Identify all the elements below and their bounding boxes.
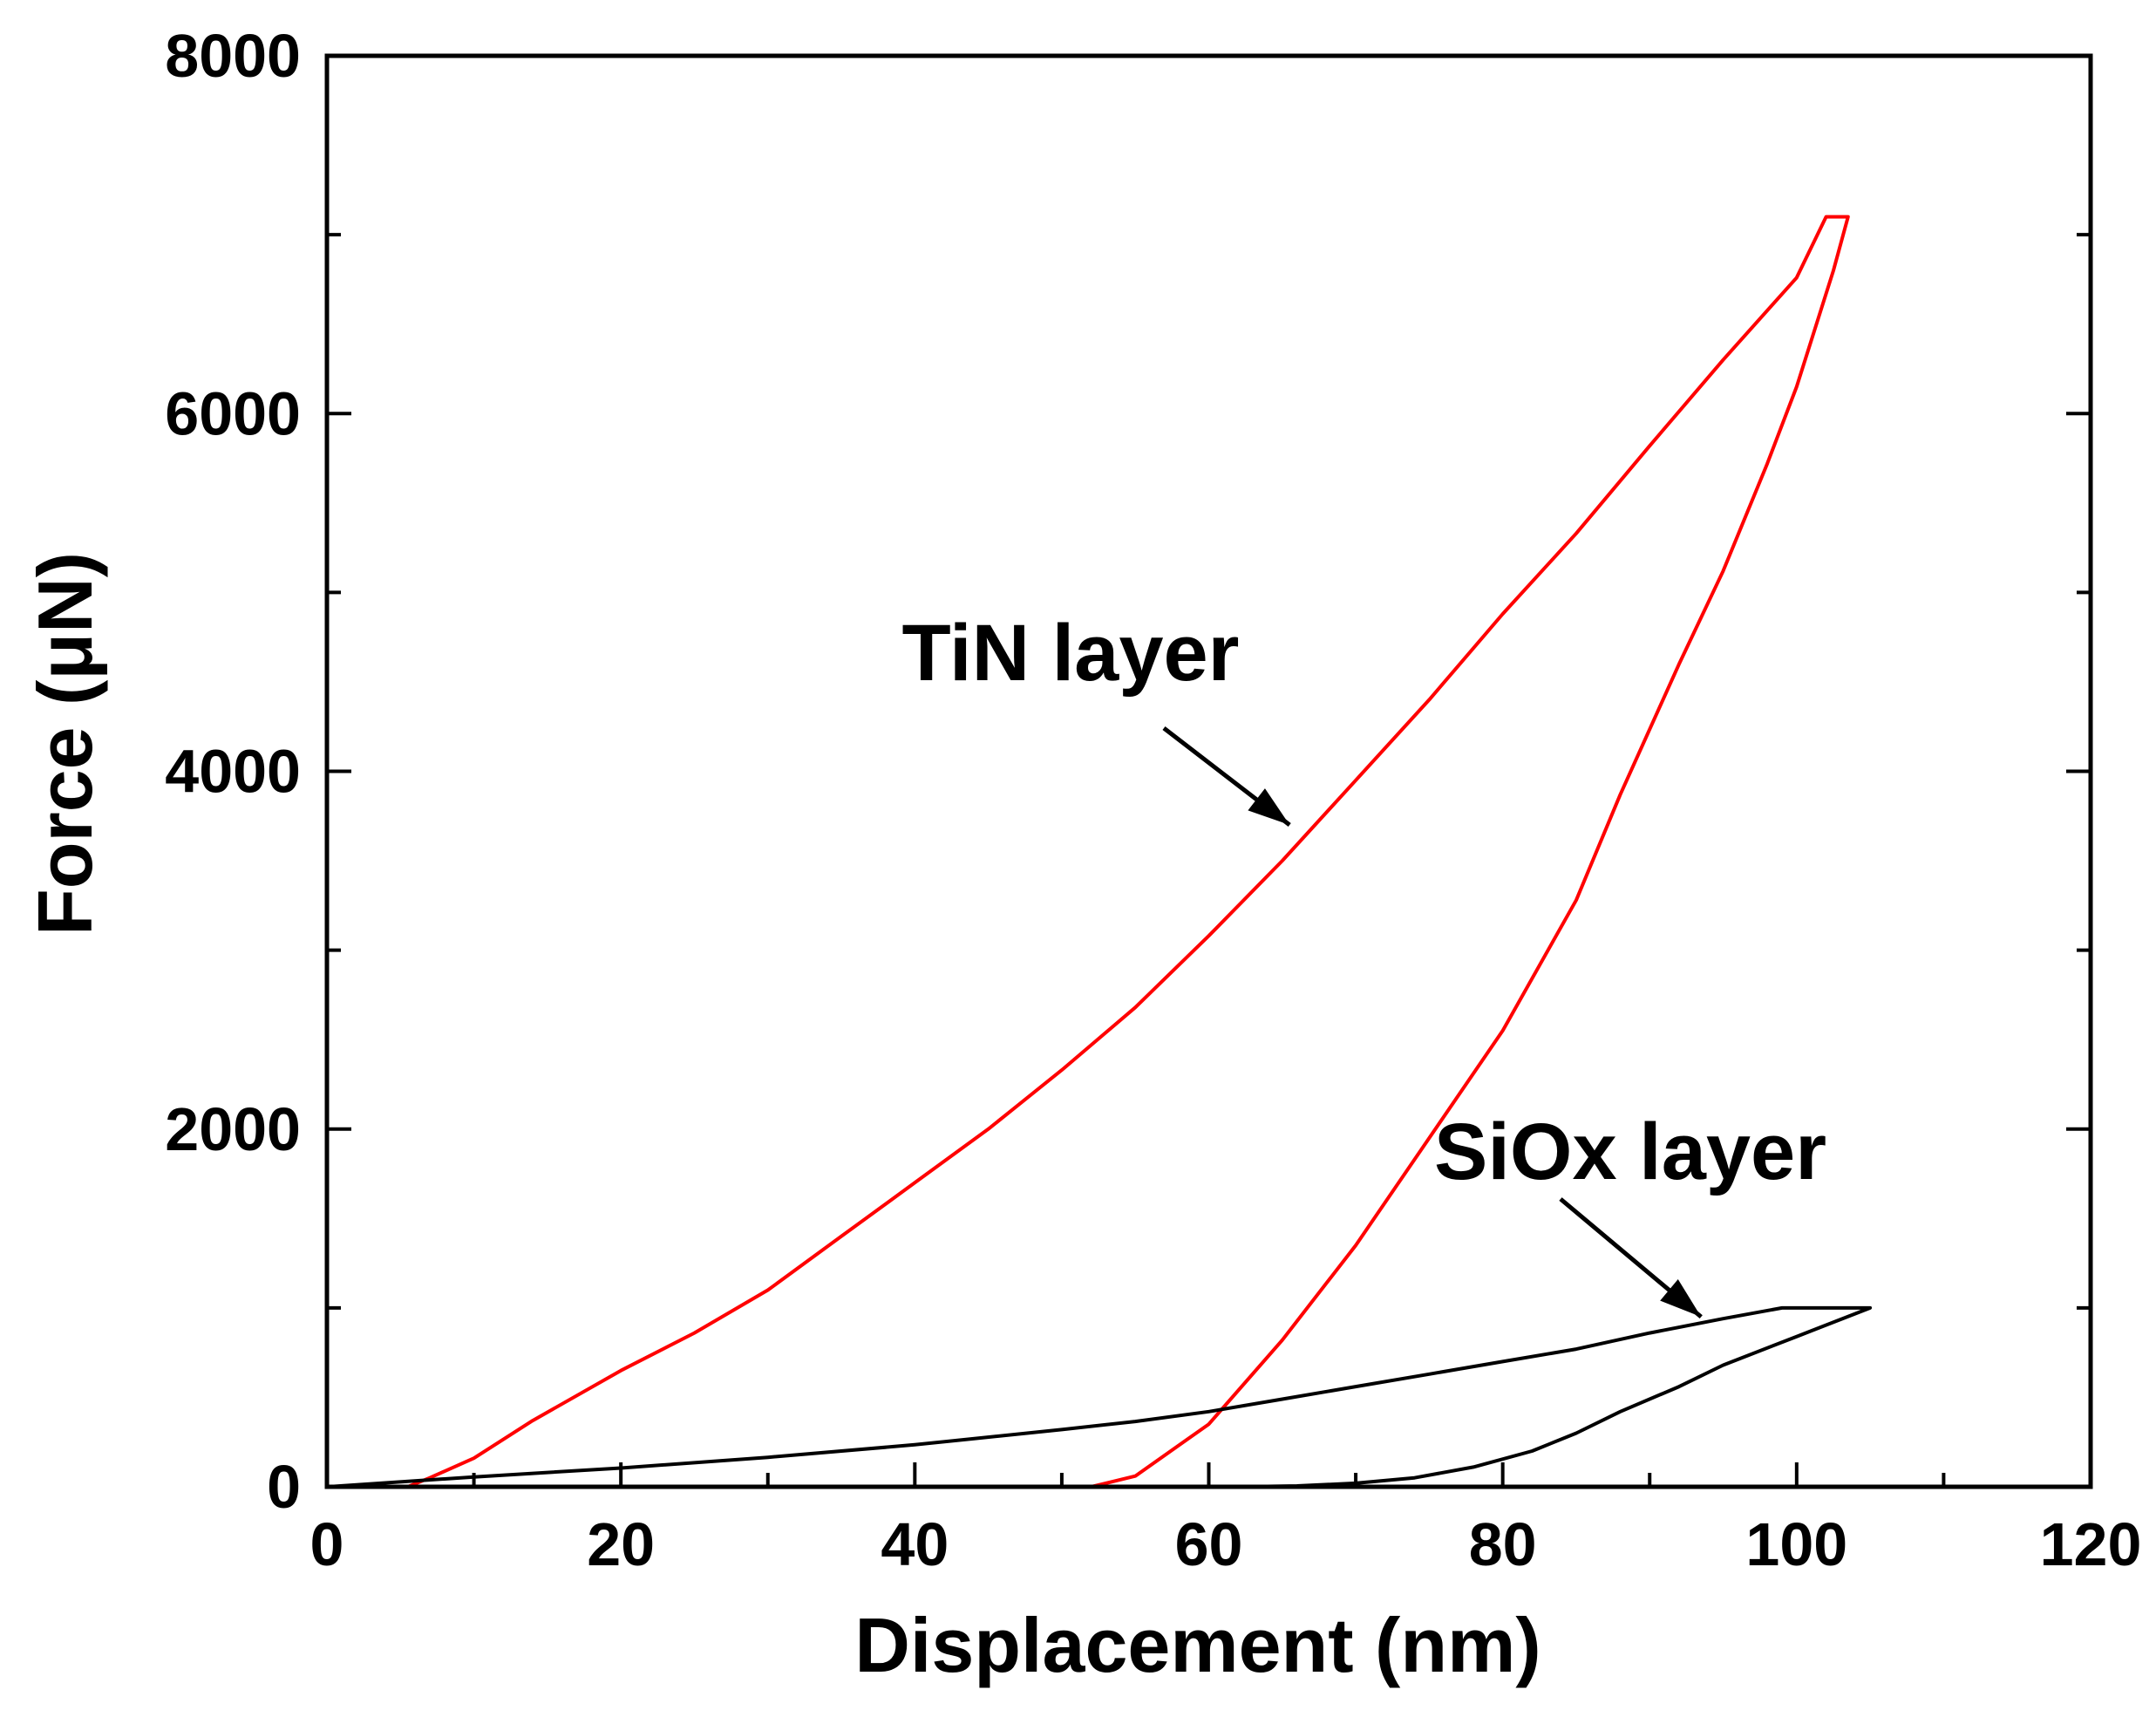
x-tick-label: 60: [1175, 1510, 1243, 1578]
axis-titles: Displacement (nm) Force (μN): [22, 552, 1541, 1688]
x-tick-label: 120: [2040, 1510, 2142, 1578]
series-line-siox-layer: [326, 1305, 1873, 1489]
x-tick-label: 40: [881, 1510, 949, 1578]
y-axis-title: Force (μN): [22, 552, 108, 936]
plot-frame: [324, 53, 2093, 1489]
x-tick-label: 100: [1745, 1510, 1847, 1578]
x-axis-title: Displacement (nm): [854, 1602, 1540, 1688]
x-tick-label: 0: [310, 1510, 344, 1578]
y-tick-label: 8000: [165, 22, 301, 90]
series-line-tin-layer: [327, 215, 1850, 1489]
annotation-arrow-head: [1248, 788, 1290, 826]
y-tick-label: 6000: [165, 379, 301, 447]
annotation-tin-layer: TiN layer: [902, 609, 1240, 698]
x-tick-label: 80: [1469, 1510, 1537, 1578]
annotations: TiN layer SiOx layer: [902, 609, 1827, 1196]
y-tick-label: 2000: [165, 1095, 301, 1163]
y-tick-label: 4000: [165, 738, 301, 806]
annotation-siox-layer: SiOx layer: [1434, 1107, 1826, 1196]
x-tick-label: 20: [587, 1510, 655, 1578]
y-tick-label: 0: [267, 1453, 301, 1521]
plot-marks: 0 20 40 60 80 100 120 0 2000 4000 6000 8000: [165, 22, 2141, 1578]
annotation-arrow-head: [1660, 1279, 1702, 1318]
